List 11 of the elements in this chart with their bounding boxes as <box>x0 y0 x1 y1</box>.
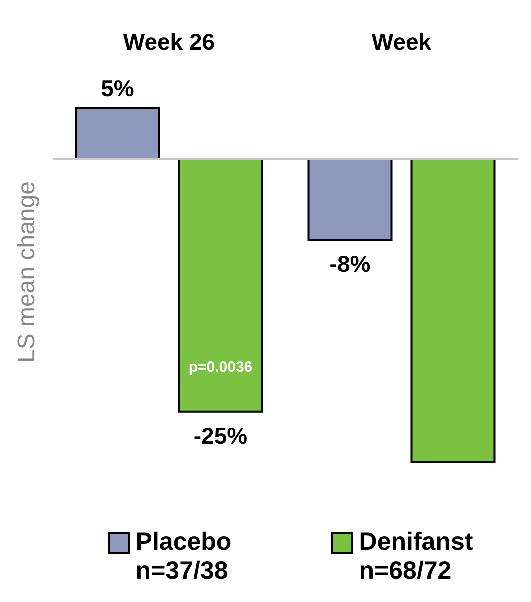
legend-label: Placebo <box>134 528 232 557</box>
annotation: p=0.0036 <box>188 358 253 376</box>
x-tick-label: Week 26 <box>123 29 216 55</box>
legend-label: Denifanst <box>358 528 474 557</box>
data-label: 5% <box>101 76 134 102</box>
data-label: -25% <box>194 422 248 449</box>
data-label: -8% <box>330 251 371 278</box>
x-tick-label: Week <box>372 29 432 55</box>
text: n=37/38 <box>134 557 230 586</box>
y-axis-title: LS mean change <box>14 182 41 363</box>
text: n=68/72 <box>358 557 453 586</box>
